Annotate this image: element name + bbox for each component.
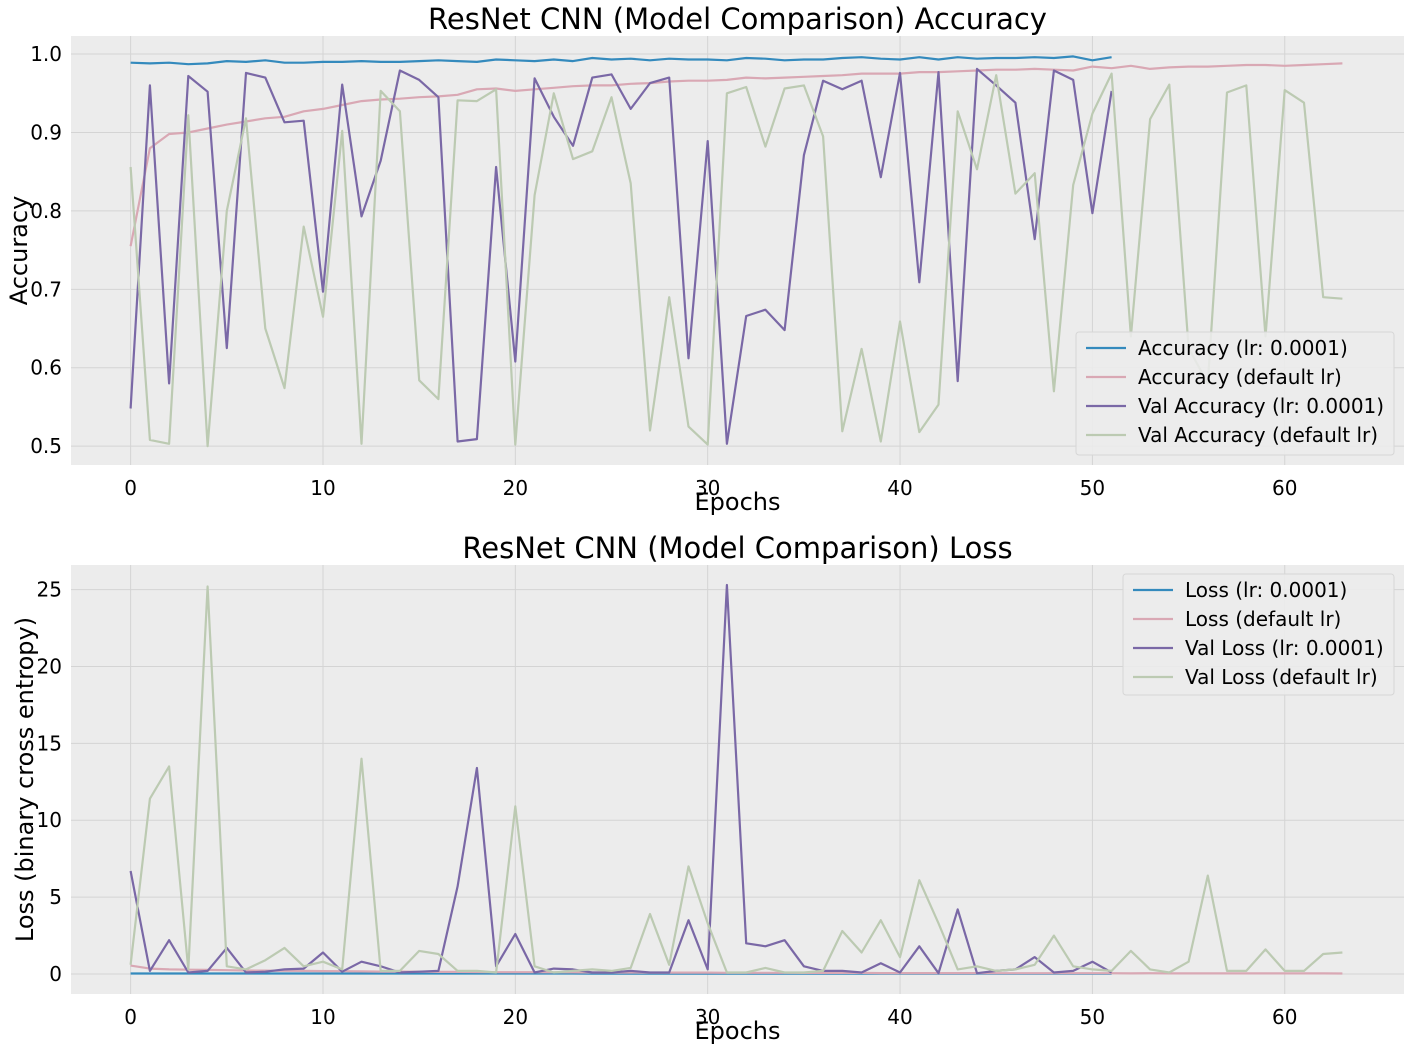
legend-label: Val Accuracy (lr: 0.0001) [1138,394,1384,418]
series-line-4 [129,72,1343,448]
x-tick-label: 50 [1080,476,1105,500]
y-tick-label: 25 [37,578,62,602]
y-tick-label: 5 [49,885,62,909]
x-tick-label: 30 [695,476,720,500]
x-tick-label: 40 [887,1005,912,1029]
x-tick-label: 40 [887,476,912,500]
series-line-2 [129,62,1343,247]
y-tick-label: 20 [37,654,62,678]
loss-series [129,583,1343,975]
loss-legend: Loss (lr: 0.0001) Loss (default lr) Val Lo… [1122,573,1395,696]
legend-label: Accuracy (lr: 0.0001) [1138,336,1348,360]
accuracy-chart-title: ResNet CNN (Model Comparison) Accuracy [428,2,1047,36]
legend-label: Val Loss (lr: 0.0001) [1185,636,1384,660]
x-tick-label: 50 [1080,1005,1105,1029]
loss-tick-labels: 0 10 20 30 40 50 60 0 5 10 15 20 25 [37,578,1298,1029]
accuracy-legend: Accuracy (lr: 0.0001) Accuracy (default l… [1075,331,1395,456]
legend-label: Accuracy (default lr) [1138,365,1342,389]
series-line-3 [129,583,1113,975]
y-tick-label: 10 [37,808,62,832]
loss-chart: 0 10 20 30 40 50 60 0 5 10 15 20 25 ResNet CNN (Mode… [11,531,1404,1045]
legend-label: Val Loss (default lr) [1185,665,1378,689]
accuracy-series [129,55,1343,448]
accuracy-chart: 0 10 20 30 40 50 60 0.5 0.6 0.7 0.8 0.9 1.0 ResNet C… [5,2,1404,516]
x-tick-label: 30 [695,1005,720,1029]
loss-x-axis-title: Epochs [695,1017,781,1045]
x-tick-label: 20 [503,1005,528,1029]
x-tick-label: 60 [1272,476,1297,500]
series-line-1 [130,55,1112,66]
x-tick-label: 10 [310,476,335,500]
y-tick-label: 0.9 [30,120,62,144]
loss-chart-title: ResNet CNN (Model Comparison) Loss [462,531,1012,565]
y-tick-label: 0.5 [30,434,62,458]
y-tick-label: 1.0 [30,42,62,66]
x-tick-label: 20 [503,476,528,500]
accuracy-y-axis-title: Accuracy [5,196,33,306]
x-tick-label: 0 [124,476,137,500]
x-tick-label: 10 [310,1005,335,1029]
x-tick-label: 60 [1272,1005,1297,1029]
accuracy-tick-labels: 0 10 20 30 40 50 60 0.5 0.6 0.7 0.8 0.9 1.0 [30,42,1297,500]
series-line-4 [129,585,1343,974]
series-line-3 [129,67,1113,445]
accuracy-x-axis-title: Epochs [695,488,781,516]
y-tick-label: 0 [49,962,62,986]
legend-label: Loss (default lr) [1185,607,1341,631]
y-tick-label: 15 [37,731,62,755]
y-tick-label: 0.6 [30,356,62,380]
legend-label: Loss (lr: 0.0001) [1185,578,1347,602]
y-tick-label: 0.8 [30,199,62,223]
legend-box [1075,331,1395,456]
loss-y-axis-title: Loss (binary cross entropy) [11,617,39,942]
y-tick-label: 0.7 [30,277,62,301]
legend-box [1122,573,1395,696]
x-tick-label: 0 [124,1005,137,1029]
legend-label: Val Accuracy (default lr) [1138,423,1378,447]
